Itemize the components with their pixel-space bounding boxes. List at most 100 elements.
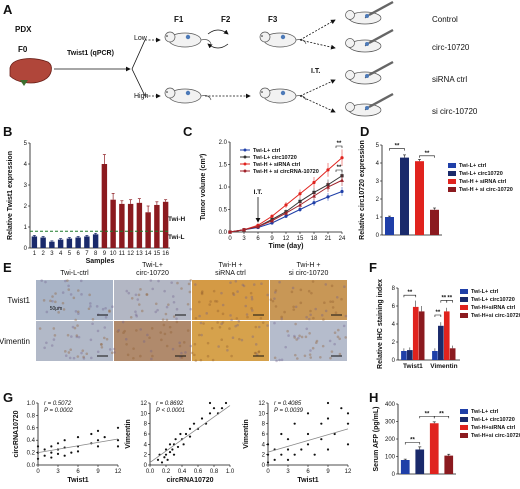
- tissue-speckle: [252, 283, 256, 286]
- syringe-icon: [345, 28, 394, 53]
- scatter-point: [306, 432, 310, 436]
- tissue-speckle: [230, 318, 233, 322]
- tissue-speckle: [229, 281, 232, 284]
- y-tick-label: 5: [24, 141, 28, 147]
- tissue-speckle: [110, 351, 114, 355]
- it-annotation: I.T.: [254, 189, 263, 196]
- y-tick-label: 0.8: [27, 413, 36, 419]
- tissue-speckle: [308, 353, 312, 356]
- f3-label: F3: [268, 15, 278, 24]
- tissue-speckle: [336, 328, 340, 332]
- tissue-speckle: [280, 317, 284, 321]
- legend-label: Twi-L+ circ10720: [471, 297, 515, 303]
- chart-h: 0 100 200 300 400 Serum AFP (pg/mL) ** ** ** Twi-…: [373, 402, 520, 478]
- tissue-speckle: [112, 347, 116, 351]
- y-tick-label: 4: [376, 161, 380, 167]
- scatter-point: [171, 448, 174, 451]
- data-point: [326, 168, 330, 172]
- tissue-speckle: [51, 295, 54, 298]
- legend-swatch: [460, 289, 468, 294]
- tissue-speckle: [194, 283, 197, 286]
- scatter-point: [164, 453, 168, 456]
- tissue-speckle: [85, 352, 89, 356]
- mouse-tail: [295, 39, 307, 45]
- legend-swatch: [448, 179, 456, 184]
- scatter-point: [220, 407, 224, 410]
- tissue-speckle: [338, 352, 342, 356]
- x-tick-label: 3: [242, 236, 246, 242]
- legend-label: Twi-L+ circ10720: [253, 155, 297, 161]
- x-tick-label: 3: [50, 251, 54, 257]
- bar: [449, 348, 456, 360]
- tissue-speckle: [187, 282, 191, 286]
- tissue-speckle: [88, 293, 91, 297]
- column-header: si circ-10720: [289, 270, 329, 277]
- tissue-speckle: [149, 279, 153, 282]
- y-axis-label: Vimentin: [243, 419, 250, 448]
- tissue-speckle: [250, 309, 254, 312]
- data-point: [270, 218, 274, 223]
- scatter-point: [266, 461, 270, 464]
- significance-mark: **: [441, 296, 446, 302]
- pdx-label: PDX: [15, 25, 32, 34]
- legend-swatch: [460, 297, 468, 302]
- legend-label: Twi-L+ ctrl: [253, 148, 281, 154]
- it-label: I.T.: [311, 68, 320, 75]
- tissue-speckle: [284, 345, 288, 349]
- y-tick-label: 1.5: [219, 163, 228, 169]
- tissue-speckle: [44, 280, 47, 284]
- tissue-speckle: [180, 356, 184, 359]
- bar: [84, 236, 90, 248]
- scatter-point: [96, 445, 100, 448]
- panel-g-label: G: [3, 390, 13, 405]
- tissue-speckle: [172, 300, 176, 304]
- tissue-speckle: [199, 321, 203, 325]
- tissue-speckle: [291, 286, 295, 290]
- tissue-speckle: [165, 305, 169, 309]
- tissue-speckle: [274, 289, 278, 292]
- bar: [145, 212, 151, 248]
- tumor-dot: [280, 34, 286, 40]
- tissue-speckle: [159, 331, 163, 334]
- tissue-speckle: [186, 302, 190, 306]
- tissue-speckle: [125, 289, 129, 293]
- tissue-speckle: [105, 337, 109, 341]
- tissue-speckle: [342, 324, 346, 328]
- tissue-speckle: [320, 313, 324, 317]
- x-tick-label: 9: [326, 469, 330, 475]
- y-axis-label: circRNA10720: [13, 410, 20, 457]
- tissue-speckle: [211, 358, 215, 362]
- tissue-speckle: [343, 285, 346, 288]
- tissue-speckle: [257, 350, 260, 354]
- x-tick-label: 0.0: [146, 469, 155, 475]
- mouse-head: [345, 102, 355, 112]
- tissue-speckle: [64, 350, 67, 353]
- x-tick-label: 18: [311, 236, 318, 242]
- tissue-speckle: [132, 356, 135, 360]
- tissue-speckle: [188, 290, 192, 294]
- scatter-point: [156, 458, 160, 461]
- data-point: [270, 214, 274, 218]
- y-tick-label: 1.0: [219, 185, 228, 191]
- y-tick-label: 300: [385, 420, 396, 426]
- tissue-speckle: [344, 336, 347, 339]
- tissue-speckle: [261, 321, 265, 324]
- mouse-eye: [166, 91, 168, 93]
- tissue-speckle: [236, 290, 239, 293]
- mouse-group: [164, 0, 394, 117]
- bar: [92, 234, 99, 248]
- f1-label: F1: [174, 15, 184, 24]
- scatter-point: [208, 401, 212, 405]
- tissue-speckle: [160, 338, 163, 342]
- tissue-speckle: [257, 350, 261, 353]
- bar: [407, 350, 413, 360]
- data-point: [340, 156, 344, 160]
- tissue-speckle: [338, 337, 341, 341]
- tissue-speckle: [122, 331, 125, 335]
- tissue-speckle: [250, 297, 254, 301]
- r-value: r = 0.8692: [156, 401, 184, 407]
- significance-mark: **: [436, 310, 441, 316]
- tissue-speckle: [201, 290, 204, 293]
- bar: [443, 311, 450, 360]
- data-point: [284, 211, 288, 215]
